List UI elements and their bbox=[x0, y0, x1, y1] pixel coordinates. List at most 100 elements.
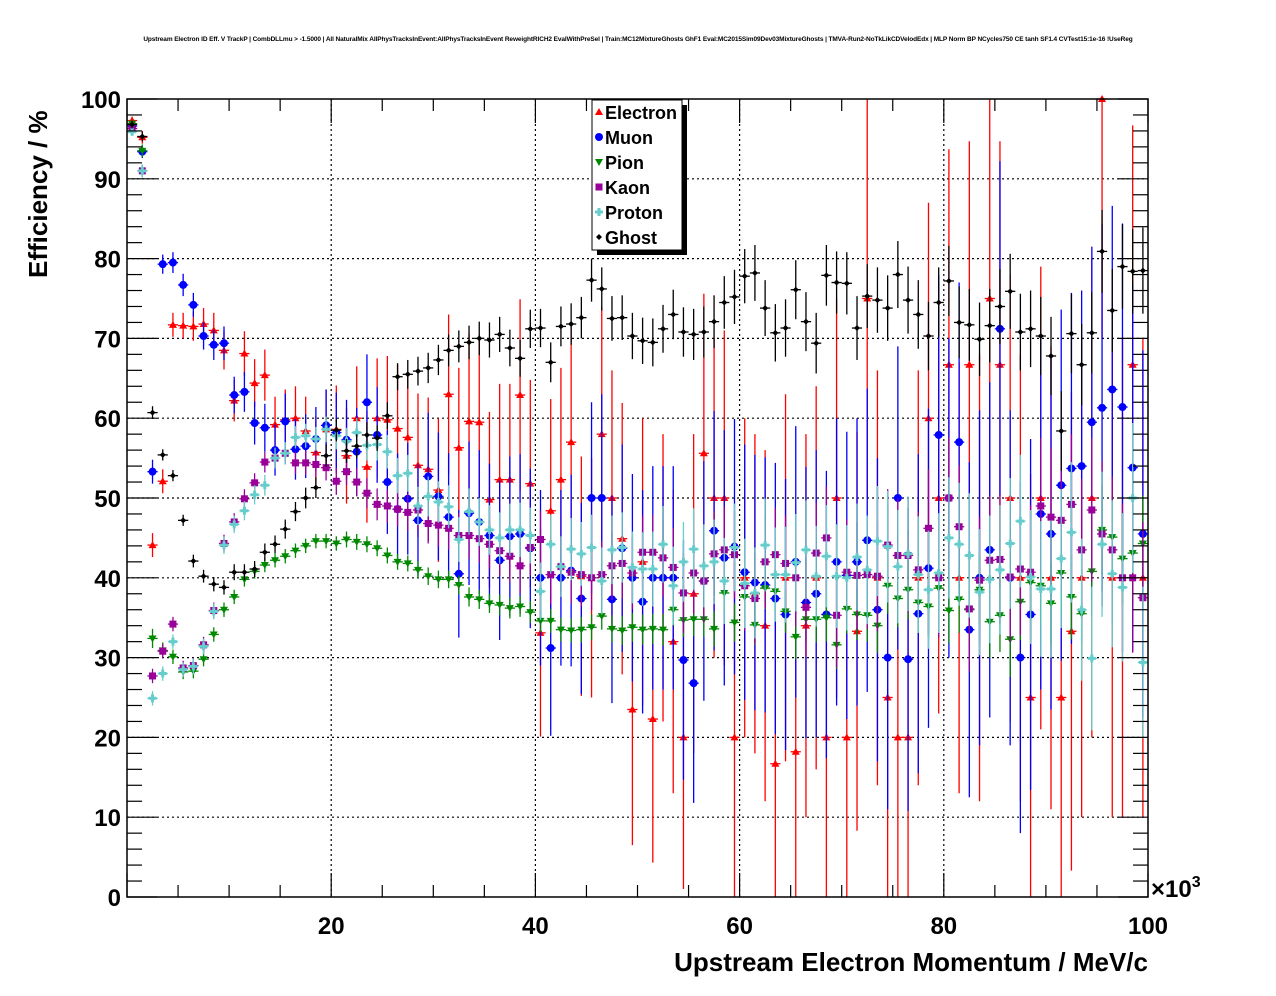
data-point-electron bbox=[648, 715, 657, 723]
data-point-ghost bbox=[547, 359, 554, 366]
legend-label-pion: Pion bbox=[605, 153, 644, 173]
data-point-ghost bbox=[700, 329, 707, 336]
data-point-ghost bbox=[343, 447, 350, 454]
data-point-ghost bbox=[833, 279, 840, 286]
data-point-pion bbox=[352, 538, 361, 546]
data-point-electron bbox=[771, 759, 780, 767]
data-point-pion bbox=[567, 627, 576, 635]
data-point-proton bbox=[975, 588, 984, 597]
x-multiplier-exp: 3 bbox=[1192, 874, 1201, 891]
data-point-muon bbox=[1016, 653, 1025, 662]
data-point-ghost bbox=[629, 333, 636, 340]
data-point-proton bbox=[781, 570, 790, 579]
data-point-electron bbox=[699, 449, 708, 457]
data-point-ghost bbox=[169, 472, 176, 479]
data-point-ghost bbox=[404, 371, 411, 378]
data-point-pion bbox=[638, 626, 647, 634]
data-point-ghost bbox=[741, 273, 748, 280]
legend: Electron Muon Pion Kaon Proton Ghost bbox=[591, 99, 687, 255]
data-point-pion bbox=[362, 541, 371, 549]
data-point-pion bbox=[168, 653, 177, 661]
data-point-muon bbox=[1077, 462, 1086, 471]
data-point-muon bbox=[955, 438, 964, 447]
data-point-electron bbox=[842, 733, 851, 741]
legend-box bbox=[591, 99, 683, 251]
data-point-pion bbox=[791, 633, 800, 641]
data-point-ghost bbox=[210, 581, 217, 588]
data-point-electron bbox=[168, 320, 177, 328]
data-point-pion bbox=[556, 626, 565, 634]
data-point-ghost bbox=[1068, 330, 1075, 337]
data-point-proton bbox=[465, 507, 474, 516]
data-point-proton bbox=[597, 576, 606, 585]
data-point-proton bbox=[965, 551, 974, 560]
data-point-muon bbox=[597, 494, 606, 502]
data-point-ghost bbox=[966, 321, 973, 328]
data-point-ghost bbox=[394, 373, 401, 380]
data-point-proton bbox=[801, 545, 810, 554]
data-point-electron bbox=[791, 747, 800, 755]
data-point-ghost bbox=[323, 452, 330, 459]
data-point-proton bbox=[158, 669, 167, 678]
data-point-pion bbox=[495, 601, 504, 609]
data-point-proton bbox=[260, 481, 269, 490]
data-point-electron bbox=[291, 414, 300, 422]
data-point-electron bbox=[403, 433, 412, 441]
data-point-ghost bbox=[261, 549, 268, 556]
data-point-proton bbox=[475, 517, 484, 526]
data-point-proton bbox=[505, 525, 514, 534]
data-point-kaon bbox=[332, 477, 340, 485]
series-proton bbox=[127, 127, 1148, 739]
data-point-pion bbox=[597, 613, 606, 621]
data-point-ghost bbox=[802, 318, 809, 325]
data-point-ghost bbox=[527, 325, 534, 332]
data-point-proton bbox=[434, 497, 443, 506]
data-point-ghost bbox=[996, 303, 1003, 310]
legend-label-kaon: Kaon bbox=[605, 178, 650, 198]
data-point-ghost bbox=[915, 311, 922, 318]
data-point-pion bbox=[659, 626, 668, 634]
x-multiplier: ×103 bbox=[1151, 874, 1201, 903]
legend-marker-electron bbox=[595, 108, 603, 115]
data-point-electron bbox=[189, 322, 198, 330]
data-point-ghost bbox=[670, 311, 677, 318]
data-point-kaon bbox=[312, 460, 320, 468]
data-point-electron bbox=[260, 371, 269, 379]
data-point-proton bbox=[679, 557, 688, 566]
data-point-pion bbox=[505, 605, 514, 613]
data-point-proton bbox=[148, 694, 157, 703]
data-point-electron bbox=[730, 733, 739, 741]
data-point-ghost bbox=[598, 285, 605, 292]
data-point-proton bbox=[944, 533, 953, 542]
data-point-proton bbox=[955, 540, 964, 549]
data-point-muon bbox=[362, 398, 371, 407]
data-point-proton bbox=[281, 449, 290, 458]
data-point-proton bbox=[934, 569, 943, 578]
data-point-pion bbox=[373, 545, 382, 553]
data-point-proton bbox=[904, 549, 913, 558]
data-point-pion bbox=[403, 560, 412, 568]
legend-marker-pion bbox=[595, 159, 603, 166]
data-point-pion bbox=[628, 624, 637, 632]
data-point-ghost bbox=[813, 340, 820, 347]
data-point-kaon bbox=[434, 521, 442, 529]
data-point-ghost bbox=[445, 347, 452, 354]
data-point-electron bbox=[393, 424, 402, 432]
data-point-pion bbox=[587, 624, 596, 632]
data-point-kaon bbox=[424, 520, 432, 528]
data-point-proton bbox=[444, 502, 453, 511]
data-point-ghost bbox=[1007, 288, 1014, 295]
data-point-proton bbox=[832, 572, 841, 581]
y-tick-label: 30 bbox=[94, 646, 121, 673]
data-point-pion bbox=[710, 625, 719, 633]
data-point-ghost bbox=[731, 293, 738, 300]
data-point-ghost bbox=[455, 343, 462, 350]
data-point-ghost bbox=[200, 573, 207, 580]
data-point-electron bbox=[240, 349, 249, 357]
data-point-pion bbox=[516, 603, 525, 611]
data-point-ghost bbox=[568, 321, 575, 328]
data-point-muon bbox=[904, 655, 913, 664]
data-point-electron bbox=[965, 360, 974, 368]
data-point-proton bbox=[219, 541, 228, 550]
data-point-proton bbox=[577, 549, 586, 558]
